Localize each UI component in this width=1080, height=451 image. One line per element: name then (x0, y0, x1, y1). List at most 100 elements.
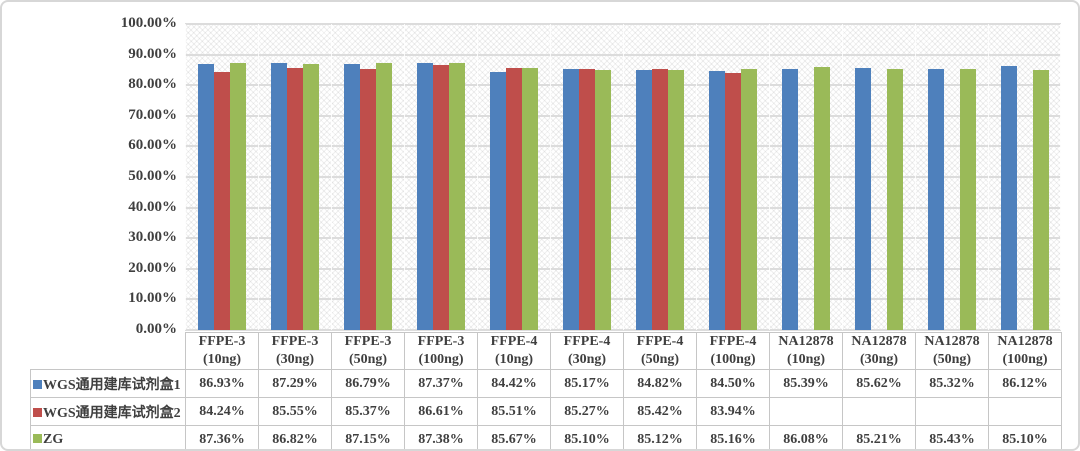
category-dose: (100ng) (418, 352, 464, 368)
value-cell: 85.12% (623, 425, 697, 449)
category-separator (988, 24, 989, 330)
category-dose: (30ng) (859, 352, 899, 368)
value-cell: 86.93% (185, 369, 259, 399)
table-header-cell: FFPE-4 (30ng) (550, 331, 624, 371)
category-dose: (10ng) (202, 352, 242, 368)
value-cell: 85.37% (331, 397, 405, 427)
gridline (185, 329, 1061, 331)
series-name: WGS通用建库试剂盒2 (43, 405, 181, 421)
bar (813, 66, 830, 330)
y-tick-label: 20.00% (128, 259, 177, 276)
value-cell: 87.37% (404, 369, 478, 399)
bar (667, 69, 684, 330)
category-separator (404, 24, 405, 330)
bar (286, 68, 303, 330)
table-header-cell: NA12878 (10ng) (769, 331, 843, 371)
table-header-cell: FFPE-4 (10ng) (477, 331, 551, 371)
value-cell: 86.79% (331, 369, 405, 399)
value-cell (842, 397, 916, 427)
table-corner-cell (30, 332, 186, 371)
value-cell: 87.36% (185, 425, 259, 449)
category-dose: (50ng) (932, 352, 972, 368)
value-cell: 85.10% (988, 425, 1062, 449)
bar (740, 69, 757, 330)
table-header-cell: FFPE-4 (50ng) (623, 331, 697, 371)
bar (448, 62, 465, 330)
category-separator (185, 24, 186, 330)
value-cell: 85.16% (696, 425, 770, 449)
category-name: FFPE-3 (344, 334, 392, 349)
category-separator (623, 24, 624, 330)
bar (635, 70, 652, 330)
value-cell: 85.32% (915, 369, 989, 399)
bar (959, 68, 976, 330)
series-name: WGS通用建库试剂盒1 (43, 377, 181, 393)
category-dose: (50ng) (640, 352, 680, 368)
table-header-cell: NA12878 (100ng) (988, 331, 1062, 371)
value-cell: 83.94% (696, 397, 770, 427)
table-row: WGS通用建库试剂盒1 86.93% 87.29% 86.79% 87.37% 84.42… (30, 369, 1062, 399)
y-tick-label: 80.00% (128, 76, 177, 93)
bar (781, 68, 798, 330)
data-table: FFPE-3 (10ng) FFPE-3 (30ng) FFPE-3 (50ng) FFPE… (30, 331, 1062, 449)
category-separator (696, 24, 697, 330)
value-cell: 84.50% (696, 369, 770, 399)
legend-swatch-icon (33, 407, 42, 417)
value-cell: 85.17% (550, 369, 624, 399)
bar (521, 67, 538, 330)
bar (416, 62, 433, 330)
value-cell: 86.12% (988, 369, 1062, 399)
legend-cell: WGS通用建库试剂盒2 (30, 397, 186, 427)
bar-group-ffpe-4-6 (550, 24, 623, 330)
value-cell: 85.67% (477, 425, 551, 449)
bar (651, 68, 668, 330)
category-separator (769, 24, 770, 330)
series-name: ZG (43, 431, 64, 447)
value-cell: 84.82% (623, 369, 697, 399)
category-name: FFPE-3 (417, 334, 465, 349)
category-dose: (100ng) (710, 352, 756, 368)
value-cell: 87.15% (331, 425, 405, 449)
category-separator (842, 24, 843, 330)
value-cell: 85.51% (477, 397, 551, 427)
category-name: FFPE-3 (198, 334, 246, 349)
value-cell: 87.29% (258, 369, 332, 399)
bar (432, 64, 449, 330)
bar (270, 62, 287, 330)
bar-group-na12878-10 (842, 24, 915, 330)
y-axis: 0.00% 10.00% 20.00% 30.00% 40.00% 50.00% 60.00… (2, 2, 177, 342)
bar (489, 71, 506, 330)
category-name: FFPE-4 (490, 334, 538, 349)
value-cell (988, 397, 1062, 427)
value-cell: 85.10% (550, 425, 624, 449)
y-tick-label: 10.00% (128, 290, 177, 307)
category-dose: (50ng) (348, 352, 388, 368)
category-name: NA12878 (924, 334, 980, 349)
value-cell: 85.27% (550, 397, 624, 427)
category-dose: (30ng) (275, 352, 315, 368)
bar (213, 72, 230, 330)
y-tick-label: 40.00% (128, 198, 177, 215)
value-cell: 85.21% (842, 425, 916, 449)
bar-group-ffpe-4-5 (477, 24, 550, 330)
legend-cell: WGS通用建库试剂盒1 (30, 369, 186, 399)
value-cell: 85.62% (842, 369, 916, 399)
table-row: ZG 87.36% 86.82% 87.15% 87.38% 85.67% 85.10% 85… (30, 425, 1062, 449)
bar (578, 69, 595, 330)
category-separator (258, 24, 259, 330)
bar-group-ffpe-3-2 (258, 24, 331, 330)
table-header-cell: NA12878 (50ng) (915, 331, 989, 371)
y-tick-label: 50.00% (128, 168, 177, 184)
bar (886, 69, 903, 330)
value-cell: 86.61% (404, 397, 478, 427)
value-cell: 86.82% (258, 425, 332, 449)
y-tick-label: 100.00% (120, 15, 177, 31)
bar (343, 64, 360, 330)
bar (562, 69, 579, 330)
legend-swatch-icon (33, 379, 42, 389)
y-tick-label: 60.00% (128, 137, 177, 154)
bar (708, 71, 725, 330)
value-cell: 87.38% (404, 425, 478, 449)
y-tick-label: 30.00% (128, 229, 177, 246)
